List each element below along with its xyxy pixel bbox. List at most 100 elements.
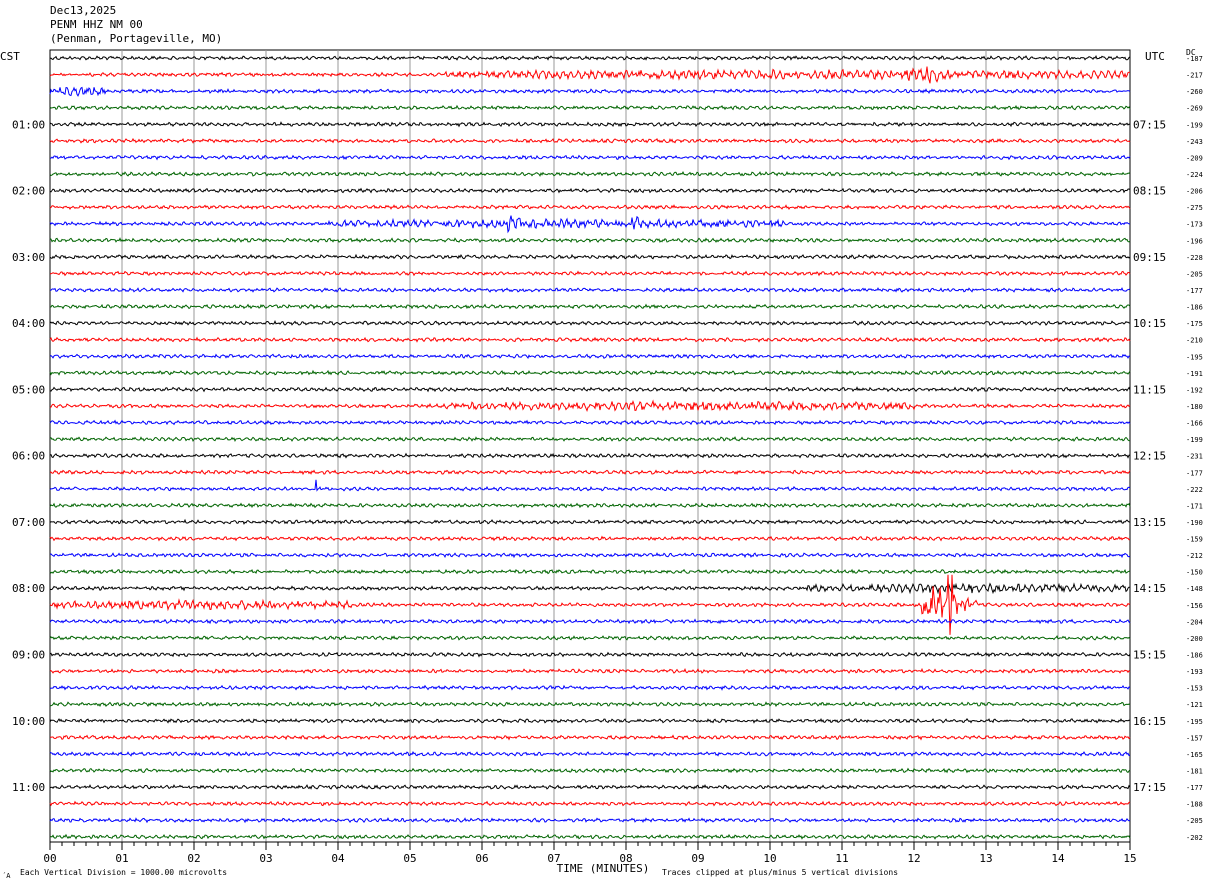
x-tick-label: 05	[403, 852, 416, 865]
seismic-trace	[49, 187, 1131, 194]
dc-offset-value: -243	[1186, 138, 1203, 146]
seismic-trace	[49, 817, 1131, 824]
cst-hour-label: 03:00	[12, 251, 45, 264]
dc-offset-value: -195	[1186, 353, 1203, 361]
seismic-trace	[49, 204, 1131, 211]
left-timezone-label: CST	[0, 50, 20, 63]
plot-date: Dec13,2025	[50, 4, 117, 17]
utc-hour-label: 13:15	[1133, 516, 1166, 529]
dc-offset-value: -181	[1186, 768, 1203, 776]
x-tick-label: 13	[979, 852, 992, 865]
dc-offset-value: -199	[1186, 436, 1203, 444]
dc-offset-value: -186	[1186, 304, 1203, 312]
seismic-traces	[49, 54, 1131, 840]
x-tick-label: 10	[763, 852, 776, 865]
x-axis: 00 01 02 03 04 05 06 07 08 09 10 11 12 13 14 15	[43, 841, 1137, 865]
x-axis-title: TIME (MINUTES)	[557, 862, 650, 875]
dc-offset-value: -209	[1186, 154, 1203, 162]
dc-offset-value: -210	[1186, 337, 1203, 345]
dc-offset-value: -173	[1186, 221, 1203, 229]
seismic-trace	[49, 54, 1131, 61]
utc-hour-label: 09:15	[1133, 251, 1166, 264]
seismic-trace	[50, 303, 1131, 310]
dc-offset-value: -156	[1186, 602, 1203, 610]
dc-offset-value: -165	[1186, 751, 1203, 759]
dc-offset-value: -260	[1186, 88, 1203, 96]
seismic-trace	[49, 502, 1131, 509]
seismic-trace	[49, 574, 1131, 635]
station-code: PENM HHZ NM 00	[50, 18, 143, 31]
corner-mark: ´A	[2, 872, 11, 880]
x-tick-label: 14	[1051, 852, 1065, 865]
dc-offset-value: -200	[1186, 635, 1203, 643]
utc-hour-label: 10:15	[1133, 317, 1166, 330]
seismic-trace	[49, 170, 1131, 177]
cst-hour-label: 02:00	[12, 185, 45, 198]
dc-offset-value: -192	[1186, 386, 1203, 394]
x-tick-label: 12	[907, 852, 920, 865]
dc-offset-value: -157	[1186, 734, 1203, 742]
seismic-trace	[49, 833, 1131, 840]
dc-offset-value: -186	[1186, 652, 1203, 660]
seismic-trace	[49, 452, 1131, 459]
seismic-trace	[49, 386, 1131, 393]
seismic-trace	[49, 253, 1131, 260]
cst-hour-label: 10:00	[12, 715, 45, 728]
utc-hour-label: 07:15	[1133, 118, 1166, 131]
utc-hour-label: 12:15	[1133, 450, 1166, 463]
seismic-trace	[49, 436, 1131, 442]
utc-hour-label: 08:15	[1133, 185, 1166, 198]
seismic-trace	[49, 104, 1131, 111]
seismic-trace	[49, 270, 1131, 277]
x-tick-label: 01	[115, 852, 128, 865]
seismic-trace	[49, 718, 1131, 724]
cst-hour-label: 06:00	[12, 450, 45, 463]
x-tick-label: 06	[475, 852, 488, 865]
seismic-trace	[49, 215, 1131, 234]
seismic-trace	[49, 751, 1131, 757]
hour-labels: 01:00 02:00 03:00 04:00 05:00 06:00 07:00 08:00…	[12, 118, 1166, 794]
dc-offset-value: -177	[1186, 784, 1203, 792]
dc-offset-value: -202	[1186, 834, 1203, 842]
dc-offset-value: -121	[1186, 701, 1203, 709]
seismic-trace	[49, 469, 1131, 476]
dc-offset-value: -190	[1186, 519, 1203, 527]
seismic-trace	[49, 518, 1131, 525]
dc-offset-value: -224	[1186, 171, 1203, 179]
x-tick-label: 11	[835, 852, 848, 865]
seismic-trace	[49, 552, 1131, 559]
seismic-trace	[49, 336, 1131, 343]
utc-hour-label: 15:15	[1133, 649, 1166, 662]
dc-offset-value: -205	[1186, 817, 1203, 825]
dc-offset-header: DC	[1186, 48, 1196, 57]
dc-offset-value: -204	[1186, 618, 1203, 626]
dc-offset-labels: -187 -217 -260 -269 -199 -243 -209 -224 -206 -275…	[1186, 55, 1203, 842]
seismic-trace	[49, 353, 1131, 360]
x-tick-label: 00	[43, 852, 56, 865]
dc-offset-value: -205	[1186, 270, 1203, 278]
utc-hour-label: 16:15	[1133, 715, 1166, 728]
dc-offset-value: -231	[1186, 453, 1203, 461]
seismic-trace	[49, 784, 1131, 790]
clip-note: Traces clipped at plus/minus 5 vertical …	[662, 868, 899, 877]
seismic-trace	[49, 154, 1131, 161]
seismic-trace	[49, 66, 1130, 84]
seismic-trace	[49, 767, 1131, 774]
seismic-trace	[49, 287, 1131, 293]
seismic-trace	[49, 635, 1131, 641]
dc-offset-value: -180	[1186, 403, 1203, 411]
x-tick-label: 04	[331, 852, 345, 865]
utc-hour-label: 11:15	[1133, 383, 1166, 396]
right-timezone-label: UTC	[1145, 50, 1165, 63]
dc-offset-value: -153	[1186, 685, 1203, 693]
cst-hour-label: 09:00	[12, 649, 45, 662]
seismic-trace	[49, 399, 1131, 413]
dc-offset-value: -177	[1186, 287, 1203, 295]
dc-offset-value: -212	[1186, 552, 1203, 560]
seismic-trace	[49, 419, 1131, 426]
seismic-trace	[49, 701, 1131, 708]
dc-offset-value: -188	[1186, 801, 1203, 809]
seismic-trace	[49, 479, 1131, 492]
seismic-trace	[49, 237, 1131, 244]
